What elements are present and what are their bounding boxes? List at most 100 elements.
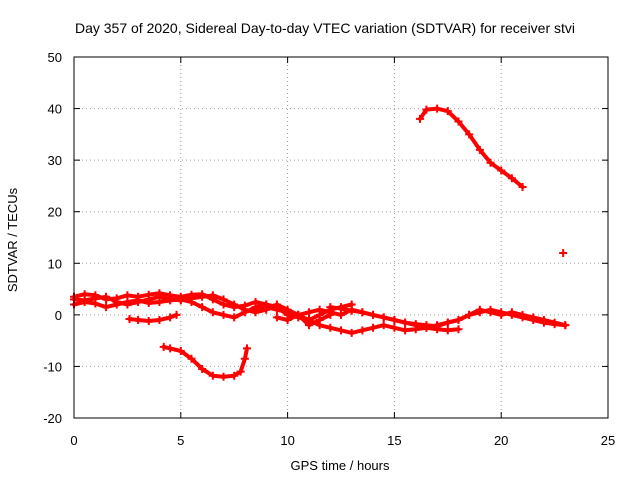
data-point xyxy=(416,114,425,123)
x-axis-ticks: 0 5 10 15 20 25 xyxy=(70,57,615,448)
data-point xyxy=(262,303,271,312)
data-point xyxy=(112,297,121,306)
data-point xyxy=(411,320,420,329)
x-tick-label: 0 xyxy=(70,433,77,448)
x-tick-label: 20 xyxy=(494,433,508,448)
data-point xyxy=(166,344,175,353)
data-point xyxy=(337,326,345,335)
data-point xyxy=(208,308,217,317)
data-point xyxy=(230,371,239,380)
y-tick-label: 20 xyxy=(48,205,62,220)
data-point xyxy=(347,328,356,337)
data-point xyxy=(347,306,356,315)
data-point xyxy=(134,297,143,306)
data-point xyxy=(123,291,132,300)
data-point xyxy=(401,326,410,335)
data-point xyxy=(102,303,111,312)
data-point xyxy=(134,316,143,325)
data-point xyxy=(159,342,168,351)
data-point xyxy=(422,321,431,330)
data-point xyxy=(243,344,252,353)
data-point xyxy=(304,316,313,325)
plot-frame xyxy=(73,56,609,419)
y-tick-label: 50 xyxy=(48,50,62,65)
series-track-i xyxy=(416,104,527,191)
y-tick-label: -20 xyxy=(43,411,62,426)
data-point xyxy=(230,313,239,322)
data-point xyxy=(518,182,527,191)
data-point xyxy=(123,300,132,309)
series-track-d xyxy=(125,310,181,326)
data-point xyxy=(486,158,495,167)
y-axis-label: SDTVAR / TECUs xyxy=(5,187,20,292)
data-point xyxy=(208,371,217,380)
data-point xyxy=(497,308,506,317)
chart-title: Day 357 of 2020, Sidereal Day-to-day VTE… xyxy=(75,20,575,36)
data-point xyxy=(561,321,570,330)
data-point xyxy=(125,314,134,323)
data-point xyxy=(443,326,452,335)
data-point xyxy=(454,316,463,325)
data-point xyxy=(198,292,207,301)
data-point xyxy=(240,354,249,363)
data-point xyxy=(507,174,516,183)
data-point xyxy=(559,248,568,257)
data-point xyxy=(219,295,228,304)
data-point xyxy=(422,105,431,114)
data-point xyxy=(475,145,484,154)
data-point xyxy=(337,304,345,313)
data-point xyxy=(166,295,175,304)
data-point xyxy=(507,310,516,319)
data-point xyxy=(326,303,335,312)
data-point xyxy=(369,310,378,319)
data-point xyxy=(497,166,506,175)
data-point xyxy=(390,323,399,332)
data-point xyxy=(219,372,228,381)
data-point xyxy=(401,318,410,327)
data-point xyxy=(102,292,111,301)
data-point xyxy=(198,365,207,374)
data-point xyxy=(80,296,89,305)
data-point xyxy=(443,318,452,327)
series-track-h xyxy=(326,303,570,331)
data-point xyxy=(390,316,399,325)
series-track-e xyxy=(159,342,252,381)
data-point xyxy=(539,318,548,327)
data-point xyxy=(272,305,281,314)
x-tick-label: 25 xyxy=(601,433,615,448)
data-point xyxy=(433,104,442,113)
series-line xyxy=(418,106,525,189)
y-tick-label: -10 xyxy=(43,359,62,374)
data-point xyxy=(240,305,249,314)
data-point xyxy=(379,321,388,330)
data-point xyxy=(304,308,313,317)
data-point xyxy=(529,316,538,325)
data-point xyxy=(379,313,388,322)
data-point xyxy=(172,310,181,319)
data-point xyxy=(550,320,559,329)
data-point xyxy=(315,305,324,314)
series-track-j xyxy=(559,248,568,257)
data-point xyxy=(443,107,452,116)
data-point xyxy=(465,130,474,139)
data-point xyxy=(518,313,527,322)
data-point xyxy=(187,294,196,303)
x-axis-label: GPS time / hours xyxy=(291,458,390,473)
data-point xyxy=(176,296,185,305)
x-tick-label: 10 xyxy=(280,433,294,448)
data-point xyxy=(219,310,228,319)
data-point xyxy=(369,323,378,332)
y-tick-label: 0 xyxy=(55,308,62,323)
x-tick-label: 5 xyxy=(177,433,184,448)
data-point xyxy=(198,303,207,312)
data-point xyxy=(251,305,260,314)
grid xyxy=(74,57,608,418)
y-tick-label: 30 xyxy=(48,153,62,168)
data-point xyxy=(155,316,164,325)
data-point xyxy=(283,316,292,325)
data-point xyxy=(358,308,367,317)
data-point xyxy=(475,308,484,317)
data-point xyxy=(144,295,153,304)
data-point xyxy=(454,325,463,334)
